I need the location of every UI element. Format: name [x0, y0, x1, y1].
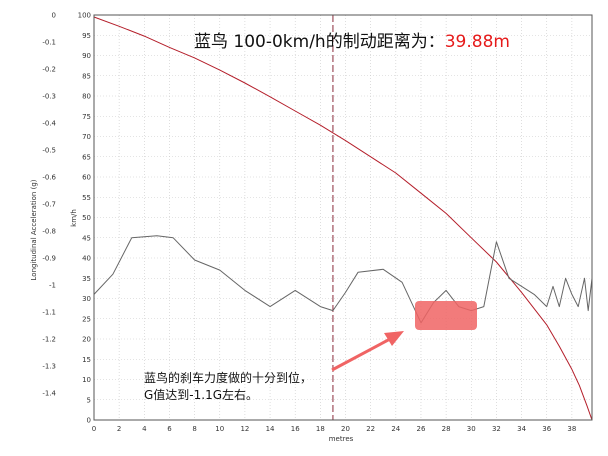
annotation-line-2: G值达到-1.1G左右。 — [144, 387, 258, 402]
y-right-tick-label: 35 — [82, 275, 91, 283]
y-left-tick-label: -1.1 — [42, 309, 56, 317]
y-left-tick-label: -0.6 — [42, 174, 56, 182]
x-tick-label: 30 — [467, 425, 476, 433]
y-left-tick-label: -0.1 — [42, 39, 56, 47]
y-right-tick-label: 55 — [82, 194, 91, 202]
x-axis-label: metres — [329, 435, 354, 443]
grid — [93, 14, 592, 421]
y-left-tick-label: -0.4 — [42, 120, 56, 128]
y-left-tick-label: 0 — [52, 12, 56, 20]
chart-title: 蓝鸟 100-0km/h的制动距离为：39.88m — [194, 32, 510, 52]
y-left-tick-label: -1.4 — [42, 390, 56, 398]
x-tick-label: 2 — [117, 425, 121, 433]
x-tick-label: 26 — [417, 425, 426, 433]
x-tick-label: 24 — [391, 425, 400, 433]
y-right-tick-label: 65 — [82, 153, 91, 161]
y-right-tick-label: 30 — [82, 295, 91, 303]
y-axis-left-label: Longitudinal Acceleration (g) — [30, 179, 38, 280]
arrow-shaft — [331, 337, 391, 372]
y-axis-right-label: km/h — [70, 209, 78, 227]
x-tick-label: 10 — [215, 425, 224, 433]
y-right-tick-label: 90 — [82, 52, 91, 60]
y-left-tick-label: -1.3 — [42, 363, 56, 371]
y-left-tick-label: -0.7 — [42, 201, 56, 209]
y-right-tick-label: 50 — [82, 214, 91, 222]
x-tick-label: 4 — [142, 425, 147, 433]
highlight-box — [415, 301, 477, 330]
y-right-tick-label: 15 — [82, 356, 91, 364]
annotation-arrow — [331, 331, 404, 372]
x-tick-label: 16 — [291, 425, 300, 433]
y-left-tick-label: -0.3 — [42, 93, 56, 101]
annotation-line-1: 蓝鸟的刹车力度做的十分到位， — [144, 370, 312, 385]
x-tick-label: 32 — [492, 425, 501, 433]
y-left-tick-label: -0.8 — [42, 228, 56, 236]
y-right-tick-label: 20 — [82, 336, 91, 344]
y-right-tick-label: 25 — [82, 315, 91, 323]
tick-labels: 0 2 4 6 8 10 12 14 16 18 20 22 24 26 28 30 32 34 36 3810095… — [42, 12, 576, 434]
x-tick-label: 6 — [167, 425, 172, 433]
x-tick-label: 22 — [366, 425, 375, 433]
y-left-tick-label: -1 — [49, 282, 56, 290]
y-right-tick-label: 10 — [82, 376, 91, 384]
y-left-tick-label: -0.9 — [42, 255, 56, 263]
x-tick-label: 18 — [316, 425, 325, 433]
y-left-tick-label: -0.5 — [42, 147, 56, 155]
chart-title-value: 39.88m — [445, 32, 510, 52]
y-right-tick-label: 100 — [78, 12, 91, 20]
x-tick-label: 28 — [442, 425, 451, 433]
x-tick-label: 20 — [341, 425, 350, 433]
y-right-tick-label: 60 — [82, 174, 91, 182]
y-right-tick-label: 45 — [82, 234, 91, 242]
y-right-tick-label: 75 — [82, 113, 91, 121]
x-tick-label: 34 — [517, 425, 526, 433]
y-left-tick-label: -1.2 — [42, 336, 56, 344]
series-line-speed — [93, 16, 593, 421]
y-left-tick-label: -0.2 — [42, 66, 56, 74]
y-right-tick-label: 0 — [87, 417, 91, 425]
x-tick-label: 38 — [567, 425, 576, 433]
plot-frame — [93, 14, 593, 421]
y-right-tick-label: 95 — [82, 32, 91, 40]
x-tick-label: 0 — [92, 425, 96, 433]
x-tick-label: 12 — [240, 425, 249, 433]
y-right-tick-label: 85 — [82, 72, 91, 80]
y-right-tick-label: 70 — [82, 133, 91, 141]
y-right-tick-label: 5 — [87, 396, 91, 404]
y-right-tick-label: 40 — [82, 255, 91, 263]
x-tick-label: 36 — [542, 425, 551, 433]
chart-title-text: 蓝鸟 100-0km/h的制动距离为： — [194, 32, 445, 52]
x-tick-label: 14 — [266, 425, 275, 433]
y-right-tick-label: 80 — [82, 93, 91, 101]
arrow-head — [384, 331, 404, 346]
x-tick-label: 8 — [192, 425, 196, 433]
